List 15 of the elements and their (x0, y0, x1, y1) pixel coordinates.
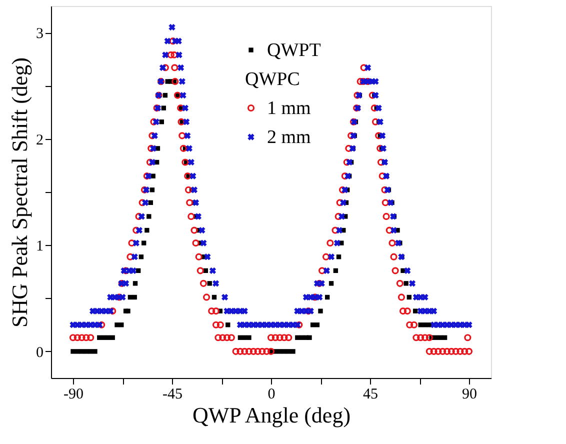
x-axis-title: QWP Angle (deg) (192, 402, 351, 428)
x-tick-label: 0 (268, 386, 276, 402)
x-tick-label: 90 (462, 386, 477, 402)
y-tick-label: 0 (36, 344, 44, 361)
legend-label: QWPT (267, 40, 322, 61)
annotation: QWPC (245, 69, 300, 90)
legend-label: 1 mm (267, 98, 312, 119)
y-tick-label: 1 (36, 238, 44, 255)
x-tick-label: 45 (363, 386, 378, 402)
x-tick-label: -90 (64, 386, 84, 402)
x-tick-label: -45 (162, 386, 182, 402)
y-tick-label: 2 (36, 132, 44, 148)
legend-label: 2 mm (267, 127, 312, 148)
y-axis-title: SHG Peak Spectral Shift (deg) (7, 57, 32, 328)
y-tick-label: 3 (36, 26, 44, 42)
